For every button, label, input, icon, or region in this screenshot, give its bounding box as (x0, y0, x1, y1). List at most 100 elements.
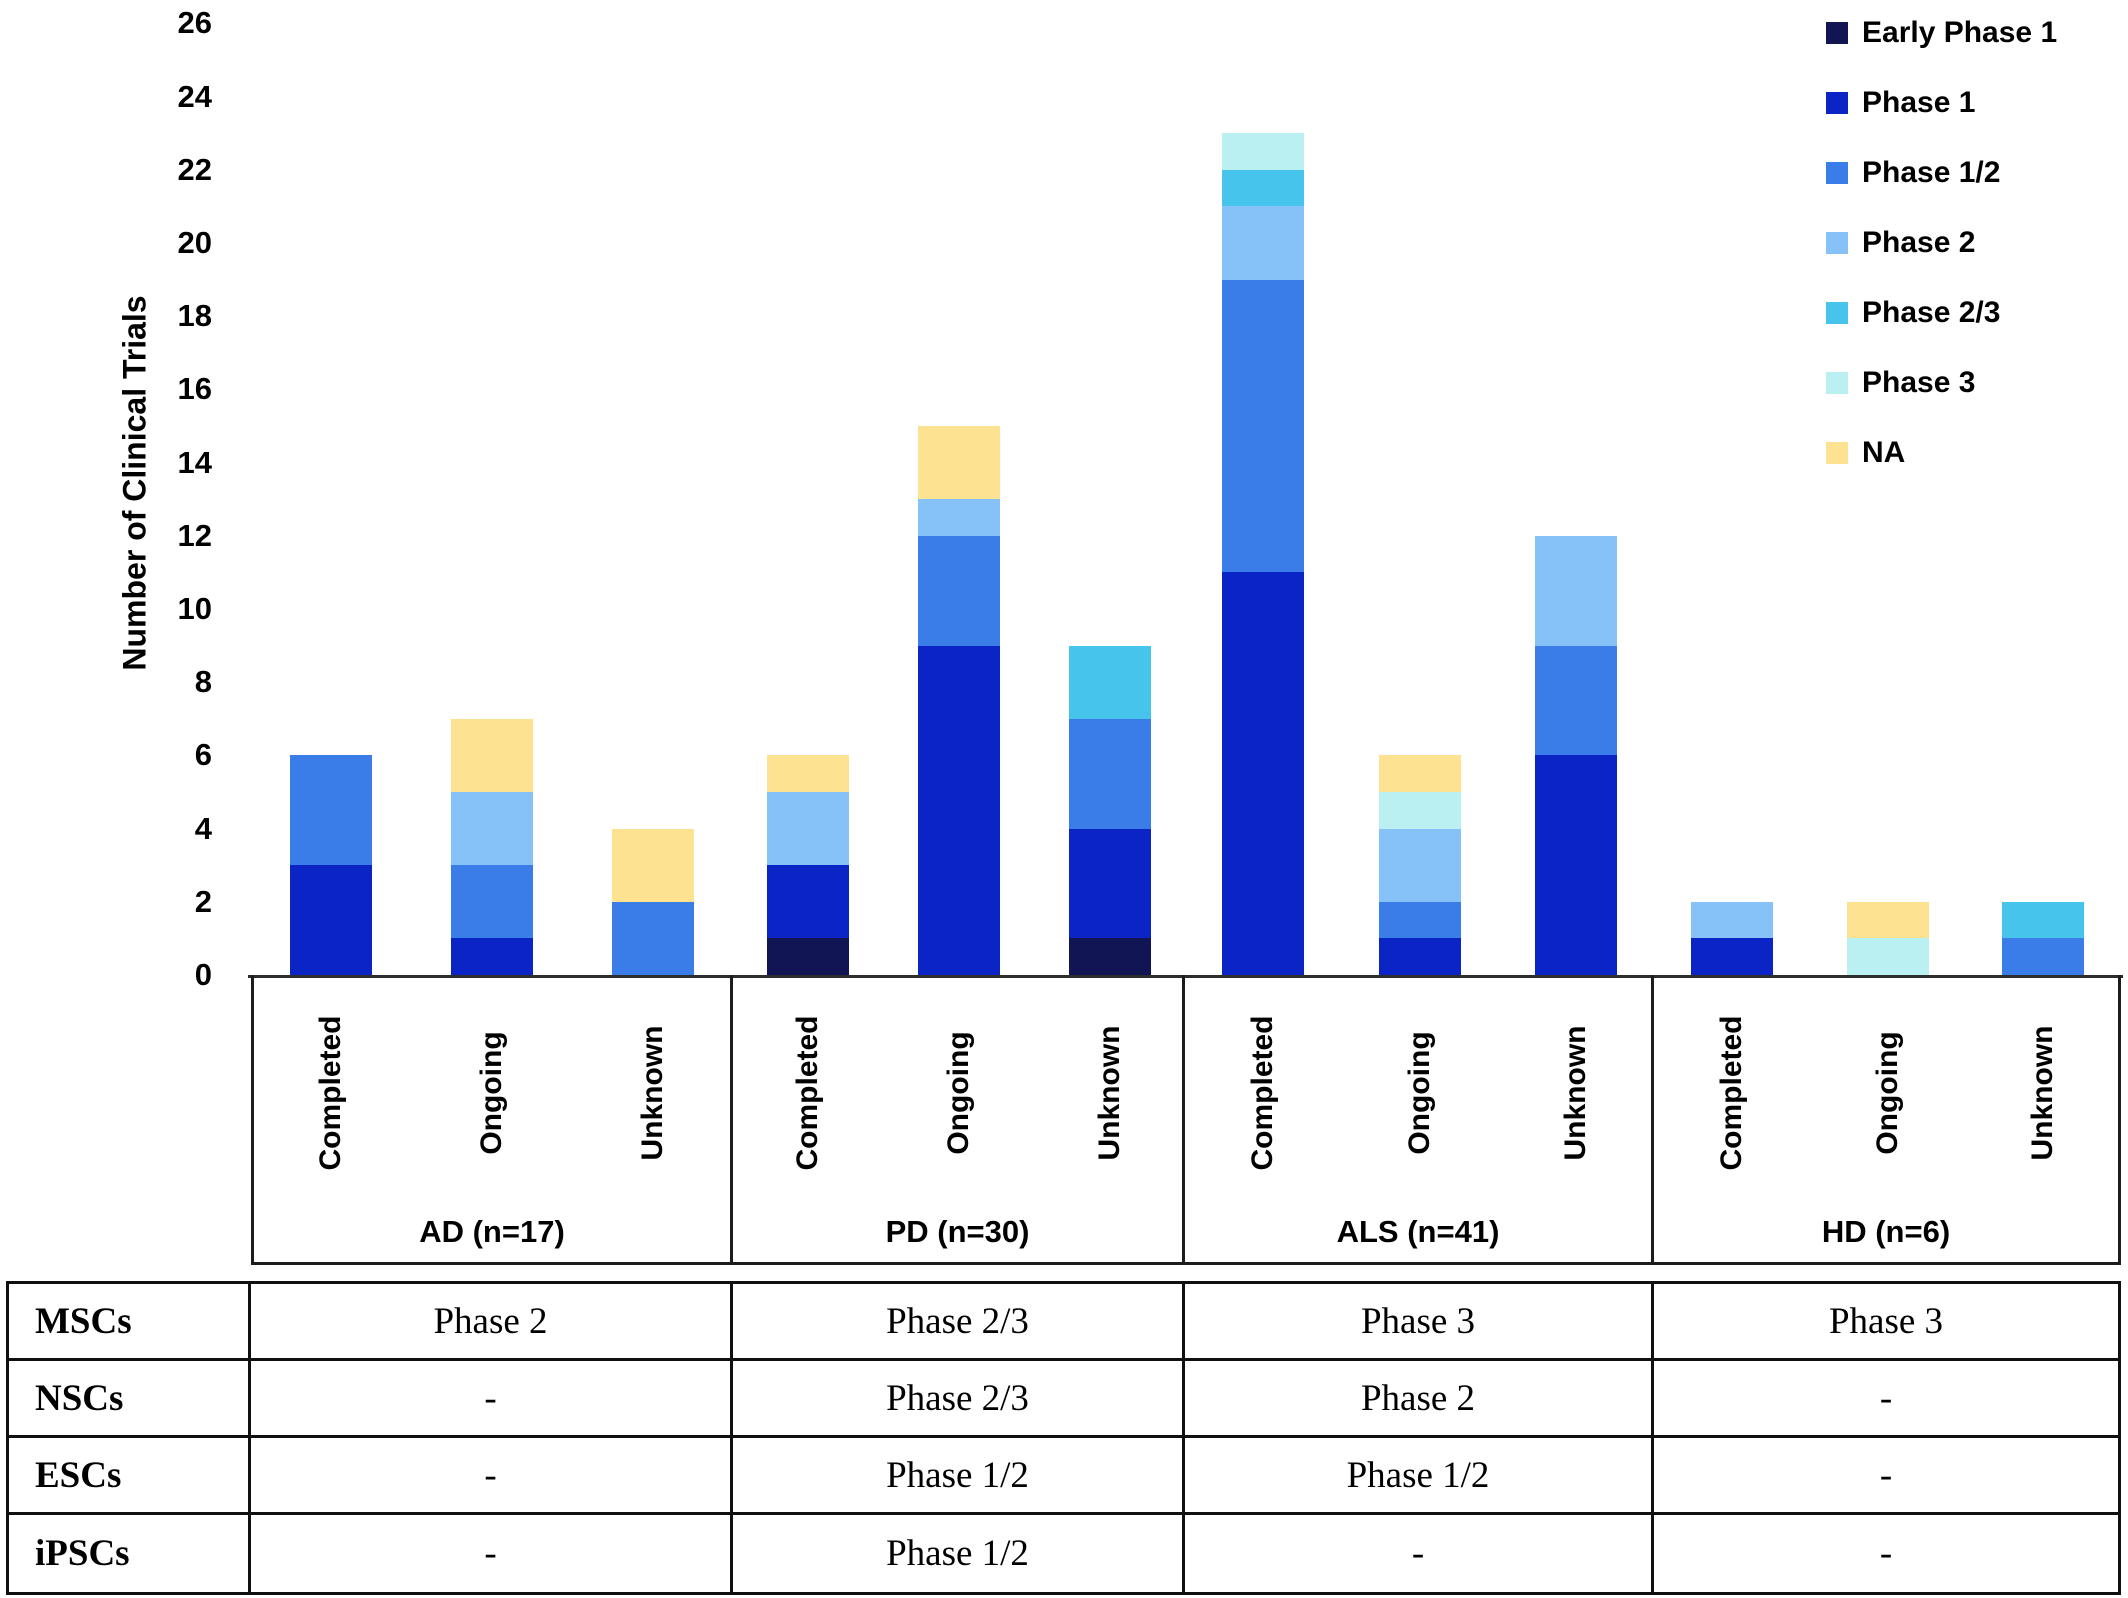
group-label: HD (n=6) (1821, 1214, 1951, 1249)
bar-completed (767, 755, 849, 975)
group-cell: Completed Ongoing Unknown PD (n=30) (733, 975, 1185, 1262)
legend-label: Phase 2/3 (1862, 296, 2001, 329)
y-tick-label: 12 (177, 517, 212, 553)
legend-label: NA (1862, 436, 1906, 469)
bar-completed (290, 755, 372, 975)
y-tick-label: 8 (194, 664, 212, 700)
legend-label: Phase 3 (1862, 366, 1976, 399)
bar-segment (451, 718, 533, 793)
y-tick-label: 6 (194, 737, 212, 773)
legend-swatch (1826, 372, 1848, 394)
bar-segment (767, 938, 849, 975)
table-cell: - (251, 1515, 733, 1592)
legend-swatch (1826, 232, 1848, 254)
bar-segment (767, 865, 849, 939)
bar-segment (1222, 169, 1304, 207)
bar-ongoing (451, 718, 533, 975)
bar-segment (1379, 901, 1461, 939)
table-cell: - (1879, 1533, 1893, 1574)
status-label: Unknown (635, 1025, 669, 1161)
status-label: Ongoing (1402, 1031, 1436, 1155)
y-tick-label: 0 (194, 957, 212, 992)
status-label: Completed (791, 1015, 825, 1171)
status-label: Ongoing (475, 1031, 508, 1155)
table-cell: Phase 2/3 (733, 1284, 1185, 1361)
status-label: Completed (1714, 1015, 1748, 1171)
bar-segment (451, 938, 533, 975)
legend-item: Early Phase 1 (1826, 15, 2057, 51)
table-cell: Phase 2 (251, 1284, 733, 1361)
legend-label: Phase 1/2 (1862, 156, 2001, 189)
table-cell: - (251, 1438, 733, 1515)
status-label: Unknown (2026, 1025, 2060, 1161)
bar-segment (290, 865, 372, 975)
bar-unknown (612, 828, 694, 975)
legend-label: Phase 1 (1862, 86, 1976, 119)
category-label-box: Completed Ongoing Unknown AD (n=17) Complete… (251, 975, 2121, 1265)
bar-segment (1222, 279, 1304, 573)
table-row-header: NSCs (9, 1361, 251, 1438)
bar-segment (1847, 938, 1929, 975)
bar-ongoing (1379, 755, 1461, 975)
y-tick-label: 20 (177, 225, 212, 260)
bar-segment (1069, 828, 1151, 939)
bar-completed (1222, 133, 1304, 975)
group-label: ALS (n=41) (1336, 1214, 1500, 1249)
bar-segment (767, 792, 849, 866)
group-cell: Completed Ongoing Unknown AD (n=17) (254, 975, 733, 1262)
legend-item: Phase 1 (1826, 85, 2057, 121)
legend-label: Phase 2 (1862, 226, 1976, 259)
legend-swatch (1826, 442, 1848, 464)
bar-ongoing (1847, 901, 1929, 975)
bar-segment (918, 535, 1000, 646)
y-tick-label: 10 (177, 591, 212, 626)
table-cell: - (1654, 1361, 2118, 1438)
bar-segment (612, 901, 694, 975)
legend-item: Phase 1/2 (1826, 155, 2057, 191)
bar-segment (1069, 645, 1151, 719)
legend-label: Early Phase 1 (1862, 16, 2058, 49)
bar-segment (612, 828, 694, 902)
bar-segment (1379, 792, 1461, 829)
bar-segment (1069, 938, 1151, 975)
bar-segment (1379, 755, 1461, 793)
y-tick-label: 24 (177, 78, 212, 114)
bar-segment (2002, 901, 2084, 939)
table-cell: - (1654, 1438, 2118, 1515)
legend-item: Phase 3 (1826, 365, 2057, 401)
bar-segment (1222, 133, 1304, 170)
legend-swatch (1826, 302, 1848, 324)
table-cell: - (251, 1361, 733, 1438)
bar-segment (918, 426, 1000, 500)
y-tick-label: 22 (177, 151, 212, 187)
plot-area (251, 23, 2121, 975)
bar-segment (767, 755, 849, 793)
legend-item: NA (1826, 435, 2057, 471)
bar-segment (2002, 938, 2084, 975)
y-tick-label: 26 (177, 5, 212, 41)
status-label: Completed (314, 1015, 348, 1171)
bar-segment (918, 645, 1000, 975)
legend-swatch (1826, 92, 1848, 114)
y-tick-label: 2 (194, 883, 212, 919)
legend-swatch (1826, 162, 1848, 184)
status-label: Unknown (1092, 1025, 1126, 1161)
table-cell: Phase 3 (1654, 1284, 2118, 1361)
table-cell: Phase 1/2 (1185, 1438, 1654, 1515)
bar-segment (1535, 645, 1617, 756)
y-tick-label: 18 (177, 298, 212, 334)
group-label: AD (n=17) (419, 1214, 565, 1249)
table-cell: Phase 2/3 (733, 1361, 1185, 1438)
bar-segment (1379, 938, 1461, 975)
bar-segment (1691, 901, 1773, 939)
bar-segment (1535, 755, 1617, 975)
phase-table: MSCs Phase 2 Phase 2/3 Phase 3 Phase 3 NSCs - P… (6, 1281, 2121, 1595)
status-label: Ongoing (1870, 1031, 1904, 1155)
table-cell: Phase 1/2 (733, 1515, 1185, 1592)
table-cell: Phase 2 (1185, 1361, 1654, 1438)
table-cell: Phase 3 (1185, 1284, 1654, 1361)
y-tick-label: 14 (177, 444, 212, 480)
group-cell: Completed Ongoing Unknown HD (n=6) (1654, 975, 2118, 1262)
y-tick-label: 4 (194, 810, 212, 846)
